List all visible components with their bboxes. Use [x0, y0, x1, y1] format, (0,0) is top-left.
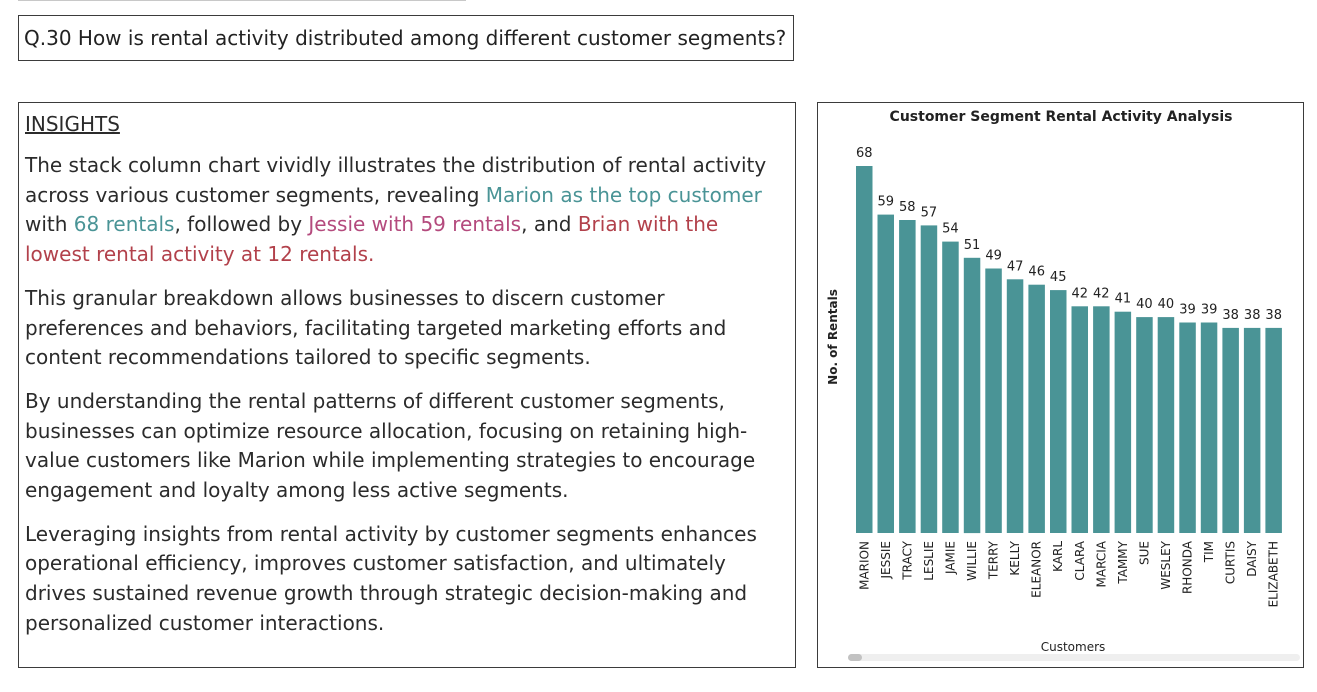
bar-chart: Customer Segment Rental Activity Analysi…	[826, 109, 1300, 661]
p1-highlight-brian: Brian with the lowest rental activity at…	[25, 212, 719, 267]
x-tick-label-willie: WILLIE	[965, 541, 979, 581]
x-tick-label-clara: CLARA	[1073, 540, 1087, 580]
x-tick-label-rhonda: RHONDA	[1181, 540, 1195, 594]
x-tick-label-tammy: TAMMY	[1116, 540, 1130, 584]
x-tick-label-karl: KARL	[1051, 541, 1065, 572]
data-label-eleanor: 46	[1028, 265, 1045, 280]
bar-willie[interactable]	[963, 257, 981, 534]
x-tick-label-marion: MARION	[857, 541, 871, 590]
data-label-willie: 51	[964, 238, 981, 253]
insights-heading: INSIGHTS	[25, 112, 120, 136]
data-label-tammy: 41	[1115, 292, 1132, 307]
bar-wesley[interactable]	[1157, 317, 1175, 533]
bar-kelly[interactable]	[1006, 279, 1024, 533]
p1-text-1: The stack column chart vividly illustrat…	[25, 153, 767, 207]
data-label-wesley: 40	[1158, 297, 1175, 312]
p1-text-4: , and	[521, 212, 578, 237]
bar-curtis[interactable]	[1222, 327, 1239, 533]
top-divider	[18, 0, 466, 1]
x-tick-label-marcia: MARCIA	[1094, 540, 1108, 587]
x-tick-label-kelly: KELLY	[1008, 540, 1022, 575]
question-text: Q.30 How is rental activity distributed …	[24, 26, 787, 50]
bar-jessie[interactable]	[877, 214, 895, 533]
data-label-curtis: 38	[1222, 308, 1239, 323]
x-tick-label-wesley: WESLEY	[1159, 540, 1173, 589]
bar-marcia[interactable]	[1093, 306, 1110, 533]
x-tick-label-jamie: JAMIE	[943, 541, 957, 575]
x-tick-label-daisy: DAISY	[1245, 540, 1259, 576]
p1-highlight-jessie: Jessie with 59 rentals	[308, 212, 522, 237]
x-tick-label-leslie: LESLIE	[922, 541, 936, 581]
p1-text-3: , followed by	[174, 212, 309, 237]
data-label-kelly: 47	[1007, 259, 1024, 274]
bar-sue[interactable]	[1136, 317, 1153, 533]
data-label-elizabeth: 38	[1265, 308, 1282, 323]
bar-eleanor[interactable]	[1028, 284, 1045, 533]
p1-highlight-top-customer: Marion as the top customer	[485, 182, 762, 207]
data-label-tracy: 58	[899, 200, 916, 215]
data-label-sue: 40	[1136, 297, 1153, 312]
bar-leslie[interactable]	[920, 225, 938, 533]
data-label-marcia: 42	[1093, 286, 1110, 301]
bar-daisy[interactable]	[1243, 327, 1261, 533]
bar-karl[interactable]	[1050, 290, 1067, 533]
data-label-daisy: 38	[1244, 308, 1261, 323]
x-tick-label-curtis: CURTIS	[1224, 541, 1238, 584]
data-label-terry: 49	[985, 249, 1002, 264]
x-tick-label-elizabeth: ELIZABETH	[1267, 541, 1281, 607]
bar-tim[interactable]	[1200, 322, 1218, 534]
data-label-jessie: 59	[878, 195, 895, 210]
bar-elizabeth[interactable]	[1265, 327, 1282, 533]
x-tick-label-eleanor: ELEANOR	[1030, 541, 1044, 598]
bar-jamie[interactable]	[942, 241, 959, 533]
x-tick-label-sue: SUE	[1137, 541, 1151, 565]
x-tick-label-tim: TIM	[1202, 541, 1216, 563]
x-tick-label-terry: TERRY	[987, 540, 1001, 580]
insights-paragraph-1: The stack column chart vividly illustrat…	[25, 151, 785, 270]
bar-marion[interactable]	[856, 166, 873, 533]
x-tick-label-jessie: JESSIE	[879, 541, 893, 579]
bar-terry[interactable]	[985, 268, 1002, 534]
data-label-rhonda: 39	[1179, 303, 1196, 318]
p1-text-2: with	[25, 212, 74, 237]
data-label-leslie: 57	[921, 205, 938, 220]
bar-rhonda[interactable]	[1179, 322, 1196, 534]
data-label-tim: 39	[1201, 303, 1218, 318]
chart-title: Customer Segment Rental Activity Analysi…	[890, 109, 1233, 125]
insights-paragraph-4: Leveraging insights from rental activity…	[25, 521, 757, 635]
bars-group: 68 MARION 59 JESSIE 58 TRACY 57 LESLIE 54 JAMIE 51…	[856, 146, 1282, 607]
insights-panel: INSIGHTS The stack column chart vividly …	[18, 102, 796, 668]
bar-tammy[interactable]	[1114, 311, 1132, 533]
p1-highlight-68-rentals: 68 rentals	[73, 212, 175, 237]
horizontal-scrollbar-track[interactable]	[848, 654, 1300, 661]
bar-tracy[interactable]	[899, 220, 916, 533]
data-label-jamie: 54	[942, 222, 959, 237]
insights-paragraph-3: By understanding the rental patterns of …	[25, 388, 756, 503]
question-box: Q.30 How is rental activity distributed …	[18, 15, 794, 61]
data-label-marion: 68	[856, 146, 873, 161]
horizontal-scrollbar-thumb[interactable]	[848, 654, 862, 661]
x-tick-label-tracy: TRACY	[900, 540, 914, 580]
chart-panel: Customer Segment Rental Activity Analysi…	[817, 102, 1304, 668]
data-label-karl: 45	[1050, 270, 1067, 285]
y-axis-title: No. of Rentals	[826, 289, 840, 385]
bar-clara[interactable]	[1071, 306, 1089, 533]
data-label-clara: 42	[1072, 286, 1089, 301]
x-axis-title: Customers	[1041, 640, 1106, 654]
insights-paragraph-2: This granular breakdown allows businesse…	[25, 285, 727, 370]
